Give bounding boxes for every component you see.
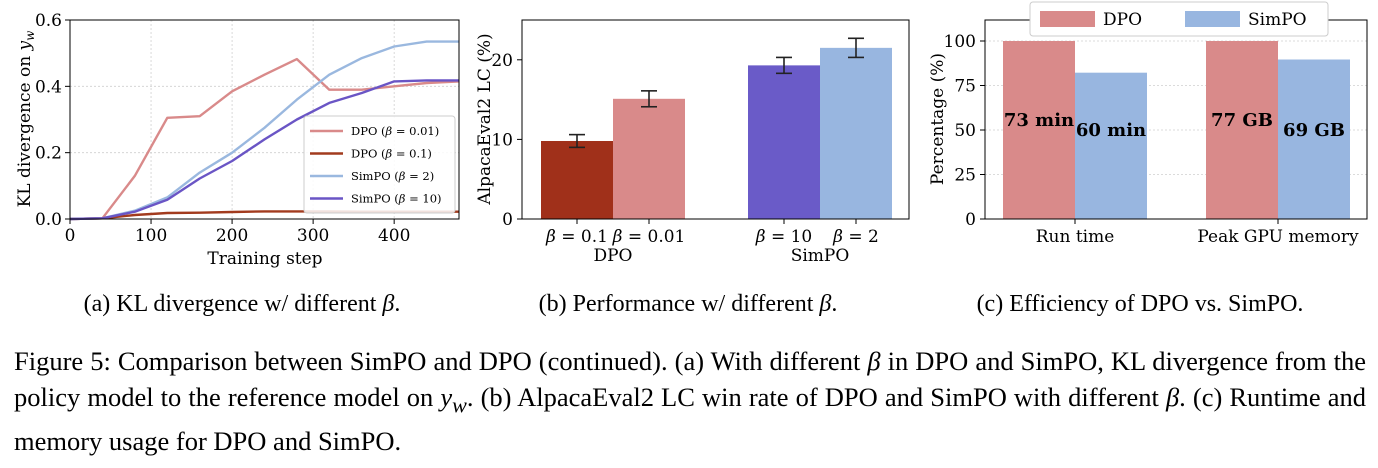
subcaption-c: (c) Efficiency of DPO vs. SimPO. — [977, 291, 1304, 317]
y-tick-label: 0.6 — [35, 11, 62, 31]
x-tick-label: 400 — [378, 226, 410, 246]
series-line — [69, 79, 459, 221]
panel-a-axes-frame — [69, 19, 460, 220]
bar — [1278, 59, 1350, 220]
y-tick-label: 0.2 — [35, 144, 62, 164]
legend-swatch — [1040, 11, 1095, 27]
x-tick-label: Peak GPU memory — [1197, 227, 1359, 247]
y-tick-label: 0 — [965, 210, 976, 230]
bar — [820, 47, 892, 219]
panel-c-legend: DPO SimPO — [1029, 1, 1329, 37]
x-tick-label: Run time — [1036, 227, 1115, 247]
bar-value-label: 73 min — [1004, 110, 1074, 131]
bar — [748, 65, 820, 219]
legend-label: DPO (β = 0.1) — [351, 147, 432, 161]
legend-frame — [1029, 1, 1329, 37]
group-label: SimPO — [791, 246, 850, 266]
x-tick-label: 300 — [297, 226, 329, 246]
legend-label: SimPO (β = 10) — [351, 192, 442, 206]
bar-label: β = 10 — [755, 227, 813, 247]
series-line — [69, 57, 460, 221]
bar-label: β = 0.01 — [612, 227, 686, 247]
y-tick-label: 0.4 — [35, 77, 62, 97]
y-tick-label: 0.0 — [35, 210, 62, 230]
caption-beta: β — [867, 346, 881, 376]
panel-b-axes-frame — [521, 19, 910, 220]
bar-label: β = 0.1 — [545, 227, 608, 247]
caption-yw-subscript: w — [452, 392, 467, 418]
y-tick-label: 10 — [491, 130, 513, 150]
subcaption-a: (a) KL divergence w/ different β. — [84, 291, 401, 317]
panel-c-ylabel: Percentage (%) — [928, 53, 948, 185]
panel-c-efficiency-chart: 73 min 60 min 77 GB 69 GB 0 25 50 75 100 Run tim… — [928, 1, 1368, 247]
y-tick-label: 25 — [954, 166, 976, 186]
bar — [613, 98, 685, 219]
caption-text: Figure 5: Comparison between SimPO and D… — [14, 346, 868, 376]
bar-value-label: 69 GB — [1283, 120, 1345, 141]
figure-caption: Figure 5: Comparison between SimPO and D… — [14, 343, 1366, 459]
panel-b-ylabel: AlpacaEval2 LC (%) — [475, 33, 495, 205]
bar — [1003, 41, 1075, 219]
group-label: DPO — [593, 246, 632, 266]
y-tick-label: 100 — [944, 32, 976, 52]
legend-label: SimPO (β = 2) — [351, 169, 434, 183]
y-tick-label: 50 — [954, 121, 976, 141]
caption-yw: y — [440, 382, 453, 412]
bar-value-label: 77 GB — [1211, 110, 1273, 131]
bar — [541, 140, 613, 219]
panel-a-ticks: 0 100 200 300 400 0.0 0.2 0.4 0.6 — [35, 11, 410, 246]
panel-a-legend: DPO (β = 0.01) DPO (β = 0.1) SimPO (β = 2)… — [303, 115, 456, 214]
bar — [1206, 41, 1278, 219]
legend-label: DPO (β = 0.01) — [351, 124, 439, 138]
x-tick-label: 100 — [135, 226, 167, 246]
y-tick-label: 20 — [491, 51, 513, 71]
y-tick-label: 0 — [502, 210, 513, 230]
panel-b-ticks: 0 10 20 β = 0.1 β = 0.01 β = 10 β = 2 DPO SimPO — [491, 51, 878, 266]
legend-frame — [303, 115, 456, 214]
caption-text: . (b) AlpacaEval2 LC win rate of DPO and… — [466, 382, 1166, 412]
panel-c-bars: 73 min 60 min 77 GB 69 GB — [1003, 41, 1350, 220]
panel-a-xlabel: Training step — [207, 249, 322, 269]
panel-b-bars — [541, 37, 892, 219]
x-tick-label: 0 — [65, 226, 76, 246]
legend-label: SimPO — [1248, 10, 1307, 30]
panel-c-ticks: 0 25 50 75 100 Run time Peak GPU memory — [944, 32, 1359, 247]
legend-label: DPO — [1103, 10, 1142, 30]
x-tick-label: 200 — [216, 226, 248, 246]
legend-swatch — [1185, 11, 1240, 27]
bar — [1075, 72, 1147, 220]
y-tick-label: 75 — [954, 77, 976, 97]
caption-text: in DPO and SimPO, KL divergence from the… — [14, 346, 1366, 412]
panel-a-ylabel: KL divergence on yw — [15, 30, 37, 208]
bar-label: β = 2 — [832, 227, 879, 247]
bar-value-label: 60 min — [1076, 120, 1146, 141]
subcaption-b: (b) Performance w/ different β. — [539, 291, 838, 317]
caption-text: . (c) Runtime and memory usage for DPO a… — [14, 382, 1367, 457]
caption-beta: β — [1165, 382, 1180, 412]
